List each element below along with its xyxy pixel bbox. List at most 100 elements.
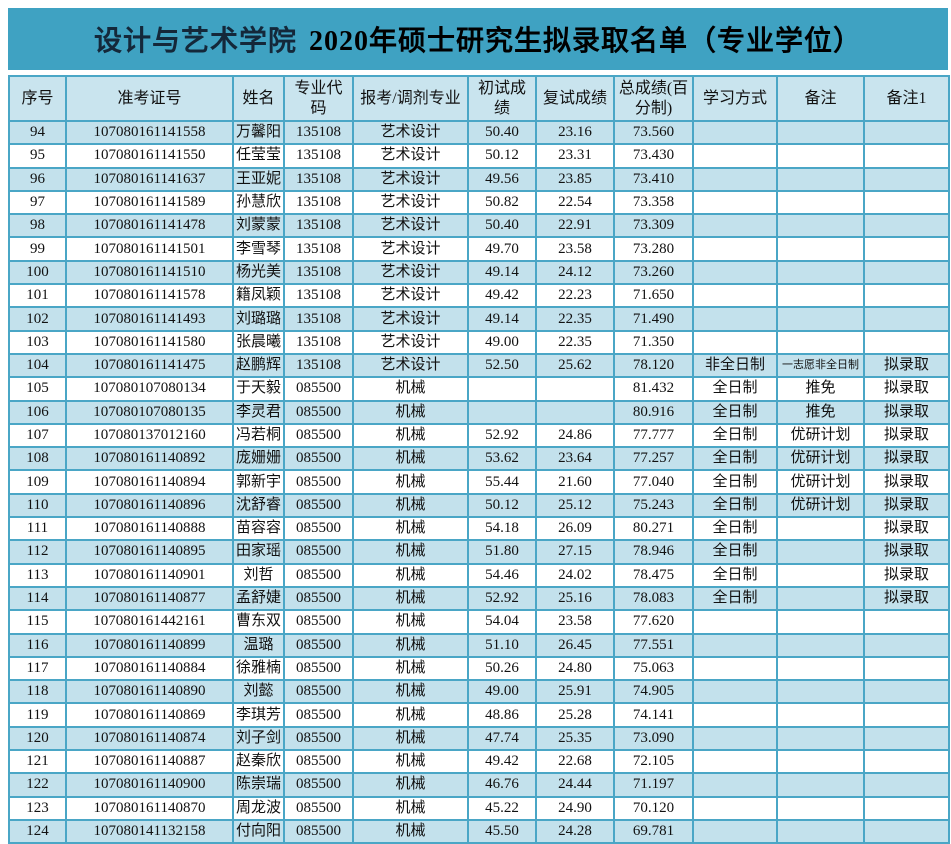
table-row: 122 107080161140900 陈崇瑞 085500 机械 46.76 24.44 7…	[8, 772, 950, 798]
cell-reg-no: 107080161141510	[65, 259, 234, 286]
table-row: 121 107080161140887 赵秦欣 085500 机械 49.42 22.68 7…	[8, 749, 950, 775]
cell-name: 苗容容	[232, 516, 285, 542]
cell-major-code: 135108	[283, 283, 354, 309]
cell-name: 徐雅楠	[232, 655, 285, 682]
cell-initial-score: 54.04	[467, 609, 537, 635]
cell-retest-score: 23.85	[535, 166, 615, 192]
cell-major: 艺术设计	[352, 236, 469, 262]
cell-retest-score: 25.12	[535, 492, 615, 519]
cell-major: 机械	[352, 702, 469, 728]
cell-reg-no: 107080161140890	[65, 679, 234, 705]
cell-total-score: 71.490	[613, 306, 694, 332]
cell-major: 机械	[352, 492, 469, 519]
cell-total-score: 77.551	[613, 632, 694, 658]
cell-total-score: 73.090	[613, 725, 694, 752]
cell-study-mode	[692, 166, 778, 192]
cell-note1	[863, 609, 950, 635]
cell-major-code: 135108	[283, 329, 354, 355]
table-row: 103 107080161141580 张晨曦 135108 艺术设计 49.00 22.3…	[8, 329, 950, 355]
table-row: 94 107080161141558 万馨阳 135108 艺术设计 50.40 23.16…	[8, 119, 950, 146]
table-row: 96 107080161141637 王亚妮 135108 艺术设计 49.56 23.85…	[8, 166, 950, 192]
cell-retest-score: 24.86	[535, 422, 615, 449]
cell-seq: 121	[8, 749, 67, 775]
cell-total-score: 81.432	[613, 376, 694, 402]
cell-initial-score: 50.26	[467, 655, 537, 682]
cell-major-code: 085500	[283, 795, 354, 821]
cell-retest-score	[535, 376, 615, 402]
cell-study-mode: 全日制	[692, 492, 778, 519]
cell-major: 机械	[352, 772, 469, 798]
cell-note: 优研计划	[776, 492, 865, 519]
cell-note1	[863, 632, 950, 658]
cell-note1: 拟录取	[863, 399, 950, 425]
cell-retest-score: 22.35	[535, 306, 615, 332]
cell-study-mode: 全日制	[692, 585, 778, 612]
cell-major: 机械	[352, 562, 469, 588]
cell-name: 籍凤颖	[232, 283, 285, 309]
cell-initial-score: 52.92	[467, 422, 537, 449]
cell-note	[776, 516, 865, 542]
cell-major: 机械	[352, 422, 469, 449]
cell-note1: 拟录取	[863, 422, 950, 449]
table-row: 116 107080161140899 温璐 085500 机械 51.10 26.45 77…	[8, 632, 950, 658]
table-row: 106 107080107080135 李灵君 085500 机械 80.916 全日制 推免…	[8, 399, 950, 425]
cell-major-code: 085500	[283, 376, 354, 402]
cell-note1: 拟录取	[863, 492, 950, 519]
cell-major-code: 085500	[283, 469, 354, 495]
cell-major: 艺术设计	[352, 329, 469, 355]
cell-note1: 拟录取	[863, 585, 950, 612]
cell-study-mode: 全日制	[692, 422, 778, 449]
cell-note: 优研计划	[776, 469, 865, 495]
cell-retest-score	[535, 399, 615, 425]
cell-retest-score: 26.09	[535, 516, 615, 542]
cell-major-code: 085500	[283, 422, 354, 449]
cell-seq: 122	[8, 772, 67, 798]
cell-note	[776, 259, 865, 286]
cell-note1	[863, 749, 950, 775]
cell-seq: 116	[8, 632, 67, 658]
cell-reg-no: 107080161141475	[65, 352, 234, 379]
cell-note	[776, 585, 865, 612]
cell-seq: 113	[8, 562, 67, 588]
cell-retest-score: 25.16	[535, 585, 615, 612]
cell-name: 杨光美	[232, 259, 285, 286]
cell-major: 机械	[352, 376, 469, 402]
cell-study-mode	[692, 702, 778, 728]
table-row: 110 107080161140896 沈舒睿 085500 机械 50.12 25.12 7…	[8, 492, 950, 519]
cell-initial-score: 49.70	[467, 236, 537, 262]
cell-major-code: 085500	[283, 539, 354, 565]
cell-note1	[863, 679, 950, 705]
cell-major: 机械	[352, 469, 469, 495]
cell-note1: 拟录取	[863, 469, 950, 495]
cell-initial-score: 49.42	[467, 749, 537, 775]
cell-retest-score: 25.91	[535, 679, 615, 705]
cell-reg-no: 107080161141589	[65, 189, 234, 216]
cell-major-code: 085500	[283, 655, 354, 682]
cell-initial-score: 49.56	[467, 166, 537, 192]
cell-total-score: 77.040	[613, 469, 694, 495]
cell-note	[776, 539, 865, 565]
cell-reg-no: 107080161141501	[65, 236, 234, 262]
cell-initial-score: 50.12	[467, 492, 537, 519]
cell-retest-score: 27.15	[535, 539, 615, 565]
table-row: 123 107080161140870 周龙波 085500 机械 45.22 24.90 7…	[8, 795, 950, 821]
cell-note1: 拟录取	[863, 539, 950, 565]
column-header-initial-score: 初试成绩	[467, 75, 537, 122]
cell-seq: 123	[8, 795, 67, 821]
cell-note1	[863, 795, 950, 821]
cell-reg-no: 107080161140896	[65, 492, 234, 519]
cell-note	[776, 213, 865, 239]
cell-seq: 103	[8, 329, 67, 355]
cell-name: 李雪琴	[232, 236, 285, 262]
admission-table: 序号 准考证号 姓名 专业代码 报考/调剂专业 初试成绩 复试成绩 总成绩(百分制) 学习方式备…	[8, 75, 950, 844]
cell-name: 曹东双	[232, 609, 285, 635]
cell-total-score: 80.916	[613, 399, 694, 425]
cell-major-code: 135108	[283, 143, 354, 169]
cell-total-score: 77.777	[613, 422, 694, 449]
cell-major: 机械	[352, 539, 469, 565]
cell-note	[776, 702, 865, 728]
cell-initial-score: 50.82	[467, 189, 537, 216]
table-row: 114 107080161140877 孟舒婕 085500 机械 52.92 25.16 7…	[8, 585, 950, 612]
cell-note1	[863, 818, 950, 844]
cell-note1	[863, 329, 950, 355]
